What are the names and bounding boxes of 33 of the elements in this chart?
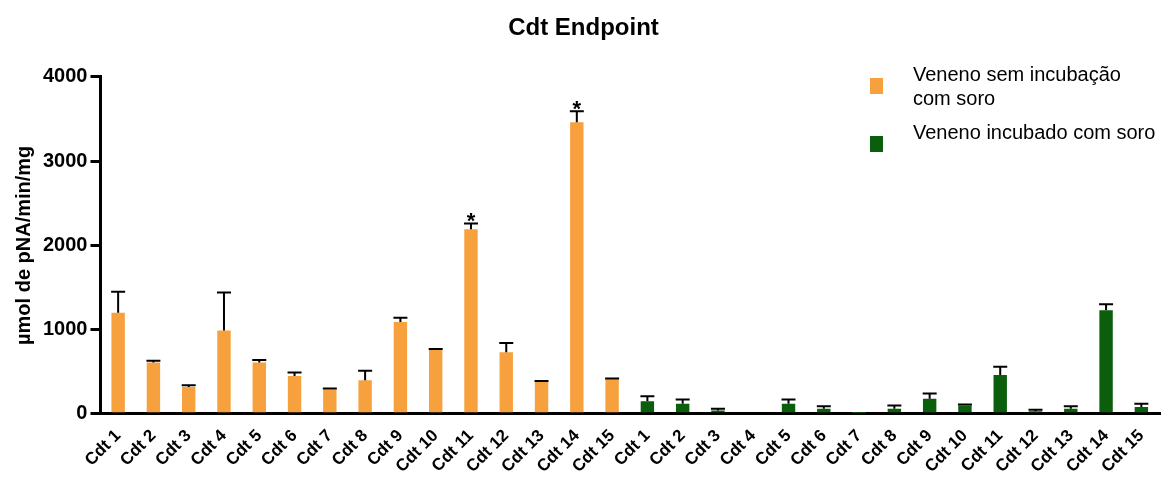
bar <box>393 322 408 413</box>
legend-label: Veneno incubado com soro <box>913 120 1156 144</box>
bar <box>640 401 655 413</box>
bar <box>534 381 549 413</box>
bar <box>675 403 690 413</box>
bar <box>323 389 337 413</box>
bar <box>428 349 443 413</box>
bar <box>1134 407 1149 413</box>
bar <box>464 229 478 413</box>
y-tick-label: 1000 <box>42 317 88 340</box>
legend-label: Veneno sem incubação com soro <box>913 62 1122 110</box>
y-tick-label: 3000 <box>42 148 88 171</box>
annotation: * <box>572 96 582 122</box>
y-tick-label: 0 <box>76 401 88 424</box>
chart-title: Cdt Endpoint <box>508 13 659 41</box>
bar <box>781 403 796 413</box>
bar <box>358 380 372 413</box>
bar <box>922 398 937 413</box>
y-axis-title: µmol de pNA/min/mg <box>11 145 34 345</box>
bar <box>287 375 302 413</box>
bar <box>605 379 619 413</box>
y-tick-label: 2000 <box>42 232 88 255</box>
bar <box>182 386 196 413</box>
y-tick-label: 4000 <box>42 64 88 87</box>
bar <box>993 375 1007 413</box>
annotation: * <box>466 208 476 234</box>
bar <box>217 330 231 413</box>
bar <box>499 352 513 413</box>
bar <box>146 362 161 413</box>
bar <box>252 362 266 413</box>
bar <box>570 122 584 413</box>
bar <box>1099 310 1113 413</box>
bar <box>111 312 125 413</box>
